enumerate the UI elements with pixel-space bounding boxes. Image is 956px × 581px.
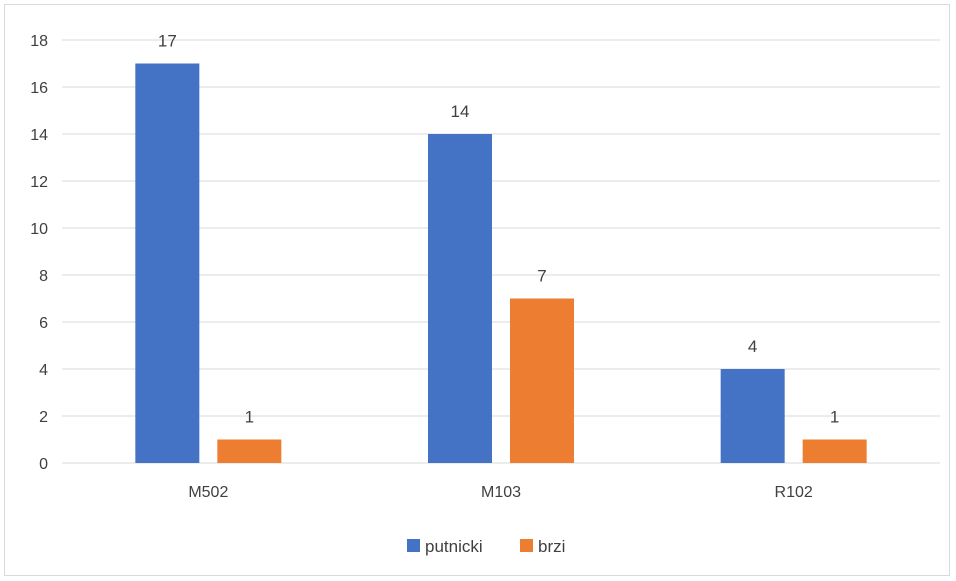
- bar-putnicki-M103: [428, 134, 492, 463]
- y-tick-label: 6: [39, 315, 48, 332]
- legend: putnicki brzi: [407, 537, 565, 556]
- y-tick-label: 16: [30, 80, 48, 97]
- y-tick-label: 2: [39, 409, 48, 426]
- data-label-putnicki-M502: 17: [158, 32, 177, 51]
- y-tick-label: 12: [30, 174, 48, 191]
- data-labels: 17 1 14 7 4 1: [158, 32, 840, 427]
- category-label: M103: [481, 484, 521, 501]
- bar-putnicki-R102: [720, 369, 785, 463]
- y-tick-label: 0: [39, 456, 48, 473]
- legend-label-putnicki: putnicki: [425, 537, 483, 556]
- category-label: R102: [775, 484, 813, 501]
- data-label-putnicki-R102: 4: [748, 337, 757, 356]
- category-label: M502: [188, 484, 228, 501]
- legend-swatch-putnicki: [407, 539, 420, 552]
- data-label-putnicki-M103: 14: [451, 102, 470, 121]
- y-tick-label: 18: [30, 33, 48, 50]
- y-axis-tick-labels: 0 2 4 6 8 10 12 14 16 18: [30, 33, 48, 473]
- bar-brzi-M103: [510, 298, 574, 463]
- y-tick-label: 10: [30, 221, 48, 238]
- data-label-brzi-M502: 1: [245, 408, 254, 427]
- legend-label-brzi: brzi: [538, 537, 565, 556]
- data-label-brzi-R102: 1: [830, 408, 839, 427]
- y-tick-label: 4: [39, 362, 48, 379]
- gridlines: [62, 39, 940, 464]
- bars: [135, 63, 867, 463]
- bar-brzi-R102: [802, 439, 867, 463]
- y-tick-label: 8: [39, 268, 48, 285]
- data-label-brzi-M103: 7: [537, 267, 546, 286]
- legend-swatch-brzi: [520, 539, 533, 552]
- bar-brzi-M502: [217, 439, 282, 463]
- bar-putnicki-M502: [135, 63, 200, 463]
- y-tick-label: 14: [30, 127, 48, 144]
- x-axis-category-labels: M502 M103 R102: [188, 484, 813, 501]
